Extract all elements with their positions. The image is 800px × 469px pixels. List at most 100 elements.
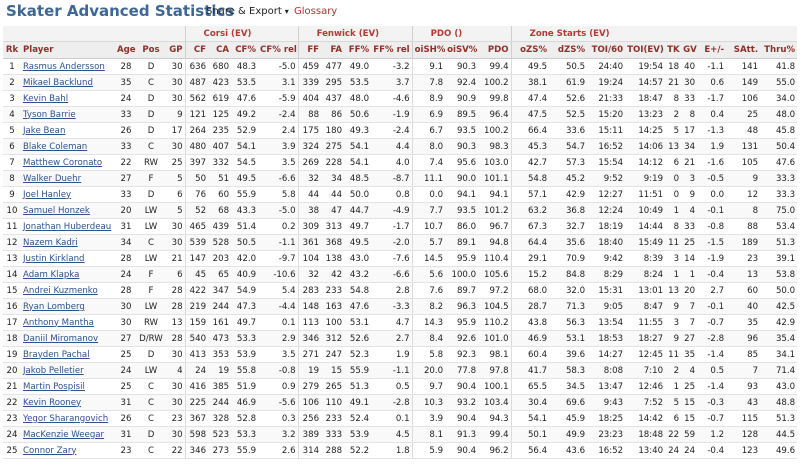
- stat-cell: 309: [297, 218, 322, 235]
- player-link[interactable]: Anthony Mantha: [23, 317, 94, 328]
- player-link[interactable]: Joel Hanley: [23, 189, 72, 200]
- player-link[interactable]: Walker Duehr: [23, 173, 82, 184]
- column-header[interactable]: E+/-: [697, 41, 727, 59]
- share-export-label[interactable]: Share & Export: [206, 6, 282, 17]
- column-header[interactable]: TK: [665, 41, 682, 59]
- glossary-link[interactable]: Glossary: [294, 6, 338, 17]
- player-link[interactable]: Daniil Miromanov: [23, 333, 99, 344]
- player-cell[interactable]: Tyson Barrie: [21, 106, 115, 123]
- stat-cell: 40: [681, 58, 698, 75]
- column-header[interactable]: CF%: [231, 41, 259, 59]
- column-header[interactable]: oZS%: [510, 41, 550, 59]
- stat-cell: 353: [208, 346, 232, 363]
- player-cell[interactable]: Nazem Kadri: [21, 234, 115, 251]
- player-cell[interactable]: Kevin Bahl: [21, 90, 115, 107]
- column-header[interactable]: SAtt.: [726, 41, 761, 59]
- player-cell[interactable]: Connor Zary: [21, 442, 115, 459]
- player-link[interactable]: Brayden Pachal: [23, 349, 90, 360]
- stat-cell: -0.1: [697, 298, 727, 315]
- player-link[interactable]: Mikael Backlund: [23, 77, 93, 88]
- column-header[interactable]: FA: [321, 41, 345, 59]
- player-cell[interactable]: Martin Pospisil: [21, 378, 115, 395]
- player-link[interactable]: Samuel Honzek: [23, 205, 90, 216]
- player-link[interactable]: Jakob Pelletier: [23, 365, 84, 376]
- player-link[interactable]: Matthew Coronato: [23, 157, 103, 168]
- stat-cell: 7.4: [411, 154, 446, 171]
- player-link[interactable]: Jake Bean: [23, 125, 66, 136]
- share-export-menu[interactable]: Share & Export ▾: [206, 6, 289, 17]
- player-link[interactable]: Blake Coleman: [23, 141, 88, 152]
- player-link[interactable]: MacKenzie Weegar: [23, 429, 105, 440]
- column-header[interactable]: CA: [208, 41, 232, 59]
- player-cell[interactable]: Jonathan Huberdeau: [21, 218, 115, 235]
- column-header[interactable]: CF% rel: [258, 41, 299, 59]
- column-header[interactable]: GP: [165, 41, 186, 59]
- player-cell[interactable]: Andrei Kuzmenko: [21, 282, 115, 299]
- page-title: Skater Advanced Statistics: [6, 2, 235, 20]
- player-cell[interactable]: Mikael Backlund: [21, 74, 115, 91]
- column-header[interactable]: TOI(EV): [625, 41, 666, 59]
- player-link[interactable]: Adam Klapka: [23, 269, 80, 280]
- player-cell[interactable]: Samuel Honzek: [21, 202, 115, 219]
- player-link[interactable]: Andrei Kuzmenko: [23, 285, 98, 296]
- column-header[interactable]: Age: [115, 41, 137, 59]
- stat-cell: 12:24: [587, 202, 626, 219]
- player-cell[interactable]: Yegor Sharangovich: [21, 410, 115, 427]
- column-header[interactable]: TOI/60: [587, 41, 626, 59]
- player-cell[interactable]: Kevin Rooney: [21, 394, 115, 411]
- player-cell[interactable]: Brayden Pachal: [21, 346, 115, 363]
- column-header[interactable]: CF: [184, 41, 209, 59]
- column-header[interactable]: dZS%: [549, 41, 588, 59]
- column-header[interactable]: FF: [297, 41, 322, 59]
- player-cell[interactable]: Joel Hanley: [21, 186, 115, 203]
- player-cell[interactable]: Daniil Miromanov: [21, 330, 115, 347]
- player-cell[interactable]: Jakob Pelletier: [21, 362, 115, 379]
- player-link[interactable]: Ryan Lomberg: [23, 301, 85, 312]
- stat-cell: -7.6: [371, 250, 413, 267]
- stat-cell: C: [137, 442, 165, 459]
- stat-cell: 123: [726, 442, 761, 459]
- player-link[interactable]: Jonathan Huberdeau: [23, 221, 112, 232]
- player-cell[interactable]: Matthew Coronato: [21, 154, 115, 171]
- player-cell[interactable]: Jake Bean: [21, 122, 115, 139]
- column-header[interactable]: Player: [21, 41, 115, 59]
- stat-cell: 9: [165, 106, 186, 123]
- player-link[interactable]: Martin Pospisil: [23, 381, 85, 392]
- player-cell[interactable]: Anthony Mantha: [21, 314, 115, 331]
- player-cell[interactable]: Justin Kirkland: [21, 250, 115, 267]
- player-cell[interactable]: Blake Coleman: [21, 138, 115, 155]
- stat-cell: 18: [665, 58, 682, 75]
- column-header[interactable]: oiSV%: [445, 41, 479, 59]
- column-header[interactable]: Thru%: [760, 41, 798, 59]
- player-link[interactable]: Rasmus Andersson: [23, 61, 105, 72]
- player-link[interactable]: Nazem Kadri: [23, 237, 78, 248]
- stat-cell: 24: [115, 362, 137, 379]
- stat-cell: 4.4: [371, 138, 413, 155]
- column-header[interactable]: Pos: [137, 41, 165, 59]
- player-link[interactable]: Connor Zary: [23, 445, 77, 456]
- stat-cell: 407: [208, 138, 232, 155]
- column-header[interactable]: oiSH%: [411, 41, 446, 59]
- stat-cell: 7: [3, 154, 21, 171]
- column-header[interactable]: Rk: [3, 41, 21, 59]
- player-cell[interactable]: Adam Klapka: [21, 266, 115, 283]
- column-header[interactable]: FF%: [344, 41, 372, 59]
- group-header-blank: [3, 26, 186, 42]
- column-header[interactable]: FF% rel: [371, 41, 413, 59]
- player-cell[interactable]: Ryan Lomberg: [21, 298, 115, 315]
- stat-cell: 14:27: [587, 346, 626, 363]
- player-link[interactable]: Justin Kirkland: [23, 253, 85, 264]
- player-link[interactable]: Kevin Bahl: [23, 93, 69, 104]
- player-cell[interactable]: Walker Duehr: [21, 170, 115, 187]
- player-link[interactable]: Kevin Rooney: [23, 397, 82, 408]
- stat-cell: 30.4: [510, 394, 550, 411]
- player-cell[interactable]: MacKenzie Weegar: [21, 426, 115, 443]
- stat-cell: 12:45: [625, 346, 666, 363]
- player-link[interactable]: Yegor Sharangovich: [23, 413, 109, 424]
- player-cell[interactable]: Rasmus Andersson: [21, 58, 115, 75]
- chevron-down-icon[interactable]: ▾: [284, 7, 289, 16]
- column-header[interactable]: PDO: [478, 41, 512, 59]
- stat-cell: 21:33: [587, 90, 626, 107]
- column-header[interactable]: GV: [681, 41, 698, 59]
- player-link[interactable]: Tyson Barrie: [23, 109, 76, 120]
